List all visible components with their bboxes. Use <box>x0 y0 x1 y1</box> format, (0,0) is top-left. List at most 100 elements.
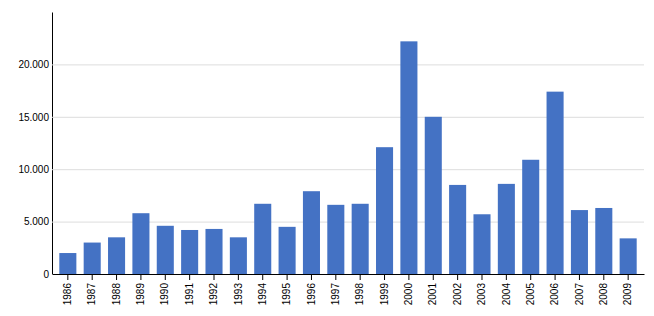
x-tick-label: 1996 <box>306 283 317 306</box>
y-axis-line <box>52 13 53 275</box>
x-tick: 2001 <box>427 274 438 305</box>
bar <box>522 160 539 274</box>
bar <box>181 230 198 274</box>
x-tick: 1994 <box>257 274 268 305</box>
x-tick: 1995 <box>281 274 292 305</box>
tick-mark <box>408 274 409 280</box>
x-tick: 1993 <box>233 274 244 305</box>
x-tick: 1999 <box>379 274 390 305</box>
x-tick-label: 2000 <box>403 283 414 306</box>
bar <box>473 214 490 274</box>
x-tick-label: 1992 <box>208 283 219 306</box>
x-tick: 2009 <box>622 274 633 305</box>
tick-mark <box>457 274 458 280</box>
tick-mark <box>628 274 629 280</box>
x-tick-label: 1988 <box>111 283 122 306</box>
bar <box>132 213 149 274</box>
bar <box>498 184 515 274</box>
x-tick: 2007 <box>574 274 585 305</box>
x-tick-label: 1997 <box>330 283 341 306</box>
tick-mark <box>384 274 385 280</box>
bar <box>303 191 320 274</box>
tick-mark <box>92 274 93 280</box>
bar <box>157 226 174 274</box>
tick-mark <box>140 274 141 280</box>
x-tick-label: 2009 <box>622 283 633 306</box>
x-tick-label: 1994 <box>257 283 268 306</box>
x-tick-label: 2008 <box>598 283 609 306</box>
x-tick: 1998 <box>354 274 365 305</box>
tick-mark <box>530 274 531 280</box>
bar <box>571 210 588 274</box>
bar <box>425 117 442 274</box>
y-tick-label: 15.000 <box>18 112 49 123</box>
x-tick: 2005 <box>525 274 536 305</box>
tick-mark <box>238 274 239 280</box>
chart: 0 5.000 10.000 15.000 20.000 1986 1987 1988 1989… <box>0 0 654 316</box>
bar <box>620 238 637 274</box>
tick-mark <box>262 274 263 280</box>
grid-line <box>52 64 644 65</box>
x-tick: 1990 <box>159 274 170 305</box>
x-tick-label: 1998 <box>354 283 365 306</box>
y-tick-label: 5.000 <box>24 216 49 227</box>
tick-mark <box>165 274 166 280</box>
x-tick-label: 2005 <box>525 283 536 306</box>
x-tick-label: 2001 <box>427 283 438 306</box>
bar <box>205 229 222 274</box>
x-tick-label: 2007 <box>574 283 585 306</box>
bar <box>59 253 76 274</box>
x-tick-label: 2003 <box>476 283 487 306</box>
x-tick: 2002 <box>452 274 463 305</box>
bar <box>327 205 344 274</box>
x-tick-label: 2004 <box>501 283 512 306</box>
plot: 0 5.000 10.000 15.000 20.000 1986 1987 1988 1989… <box>18 13 644 306</box>
x-tick-label: 1987 <box>86 283 97 306</box>
x-tick-label: 2002 <box>452 283 463 306</box>
tick-mark <box>603 274 604 280</box>
y-tick-label: 20.000 <box>18 59 49 70</box>
y-tick-label: 10.000 <box>18 164 49 175</box>
x-tick: 1987 <box>86 274 97 305</box>
tick-mark <box>481 274 482 280</box>
tick-mark <box>67 274 68 280</box>
x-tick: 1988 <box>111 274 122 305</box>
x-tick: 2006 <box>549 274 560 305</box>
y-tick: 20.000 <box>18 59 644 70</box>
bar <box>400 41 417 274</box>
x-tick-label: 1986 <box>62 283 73 306</box>
x-tick: 2004 <box>501 274 512 305</box>
x-tick-label: 1993 <box>233 283 244 306</box>
bar <box>352 204 369 274</box>
bar <box>449 185 466 274</box>
x-tick: 1986 <box>62 274 73 305</box>
bar <box>376 147 393 274</box>
x-tick: 2000 <box>403 274 414 305</box>
x-tick: 1989 <box>135 274 146 305</box>
tick-mark <box>116 274 117 280</box>
x-tick: 1996 <box>306 274 317 305</box>
tick-mark <box>335 274 336 280</box>
tick-mark <box>433 274 434 280</box>
bars <box>59 41 636 274</box>
x-tick: 2008 <box>598 274 609 305</box>
tick-mark <box>579 274 580 280</box>
bar <box>595 208 612 274</box>
tick-mark <box>189 274 190 280</box>
y-tick-label: 0 <box>43 269 49 280</box>
x-tick-label: 1990 <box>159 283 170 306</box>
bar <box>230 237 247 274</box>
x-tick: 1991 <box>184 274 195 305</box>
bar <box>254 204 271 274</box>
tick-mark <box>311 274 312 280</box>
y-axis: 0 5.000 10.000 15.000 20.000 <box>18 13 644 280</box>
x-axis: 1986 1987 1988 1989 1990 1991 1992 1993 1994 1995… <box>53 274 645 305</box>
tick-mark <box>360 274 361 280</box>
tick-mark <box>214 274 215 280</box>
x-tick: 2003 <box>476 274 487 305</box>
x-tick-label: 1991 <box>184 283 195 306</box>
tick-mark <box>506 274 507 280</box>
tick-mark <box>555 274 556 280</box>
x-tick-label: 1989 <box>135 283 146 306</box>
x-tick-label: 2006 <box>549 283 560 306</box>
